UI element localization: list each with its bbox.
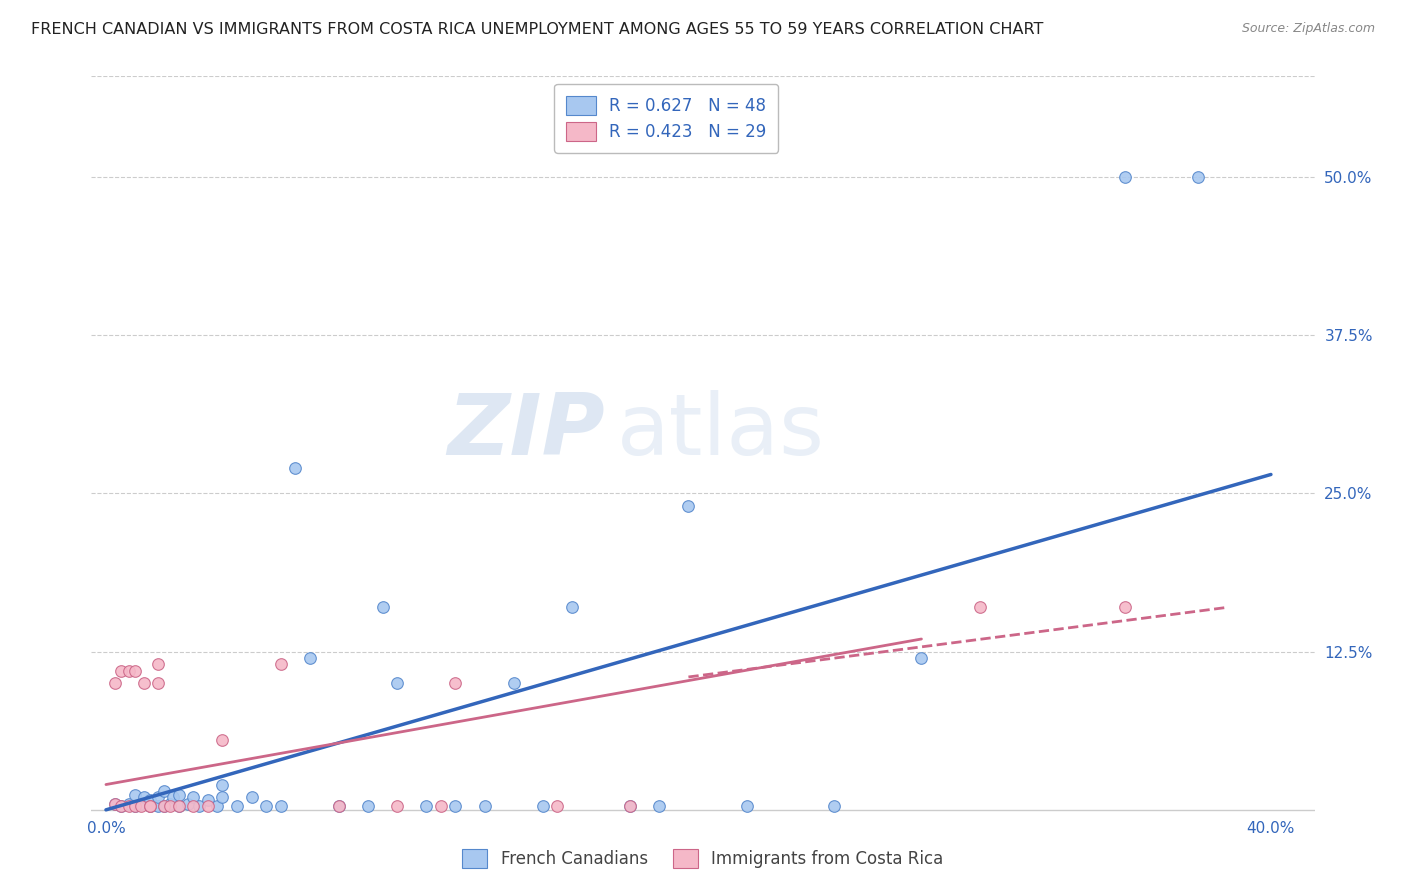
Point — [138, 799, 160, 814]
Point — [138, 799, 160, 814]
Point — [132, 676, 155, 690]
Point — [104, 797, 127, 811]
Point — [110, 664, 132, 678]
Point — [298, 651, 321, 665]
Point — [619, 799, 641, 814]
Point — [823, 799, 845, 814]
Point — [270, 799, 292, 814]
Point — [502, 676, 524, 690]
Point — [110, 799, 132, 814]
Text: Source: ZipAtlas.com: Source: ZipAtlas.com — [1241, 22, 1375, 36]
Point — [371, 600, 394, 615]
Point — [197, 799, 219, 814]
Text: ZIP: ZIP — [447, 390, 605, 473]
Point — [561, 600, 583, 615]
Point — [415, 799, 437, 814]
Point — [148, 657, 170, 672]
Point — [104, 676, 127, 690]
Point — [284, 461, 307, 475]
Point — [205, 799, 228, 814]
Text: FRENCH CANADIAN VS IMMIGRANTS FROM COSTA RICA UNEMPLOYMENT AMONG AGES 55 TO 59 Y: FRENCH CANADIAN VS IMMIGRANTS FROM COSTA… — [31, 22, 1043, 37]
Point — [444, 676, 467, 690]
Point — [124, 799, 146, 814]
Point — [118, 664, 141, 678]
Point — [153, 799, 176, 814]
Point — [118, 799, 141, 814]
Point — [188, 799, 211, 814]
Point — [385, 676, 409, 690]
Point — [159, 799, 181, 814]
Point — [148, 799, 170, 814]
Point — [153, 799, 176, 814]
Point — [619, 799, 641, 814]
Point — [357, 799, 380, 814]
Point — [162, 790, 184, 805]
Point — [118, 797, 141, 811]
Point — [678, 499, 700, 513]
Point — [159, 797, 181, 811]
Point — [211, 733, 233, 747]
Legend: French Canadians, Immigrants from Costa Rica: French Canadians, Immigrants from Costa … — [456, 842, 950, 875]
Point — [648, 799, 671, 814]
Point — [211, 778, 233, 792]
Point — [176, 797, 198, 811]
Point — [110, 799, 132, 814]
Point — [1114, 600, 1136, 615]
Point — [197, 793, 219, 807]
Point — [132, 790, 155, 805]
Point — [910, 651, 932, 665]
Point — [1114, 170, 1136, 185]
Point — [124, 664, 146, 678]
Point — [167, 799, 190, 814]
Point — [474, 799, 496, 814]
Point — [148, 676, 170, 690]
Point — [138, 793, 160, 807]
Point — [124, 799, 146, 814]
Point — [444, 799, 467, 814]
Point — [385, 799, 409, 814]
Point — [254, 799, 277, 814]
Point — [129, 797, 152, 811]
Point — [183, 790, 205, 805]
Point — [148, 790, 170, 805]
Point — [153, 784, 176, 798]
Point — [270, 657, 292, 672]
Point — [124, 788, 146, 802]
Point — [167, 788, 190, 802]
Point — [1187, 170, 1209, 185]
Text: atlas: atlas — [617, 390, 825, 473]
Point — [240, 790, 263, 805]
Point — [183, 799, 205, 814]
Point — [138, 799, 160, 814]
Point — [129, 799, 152, 814]
Point — [104, 797, 127, 811]
Point — [328, 799, 350, 814]
Point — [211, 790, 233, 805]
Point — [735, 799, 758, 814]
Legend: R = 0.627   N = 48, R = 0.423   N = 29: R = 0.627 N = 48, R = 0.423 N = 29 — [554, 84, 779, 153]
Point — [546, 799, 568, 814]
Point — [969, 600, 991, 615]
Point — [531, 799, 554, 814]
Point — [328, 799, 350, 814]
Point — [226, 799, 249, 814]
Point — [430, 799, 453, 814]
Point — [167, 799, 190, 814]
